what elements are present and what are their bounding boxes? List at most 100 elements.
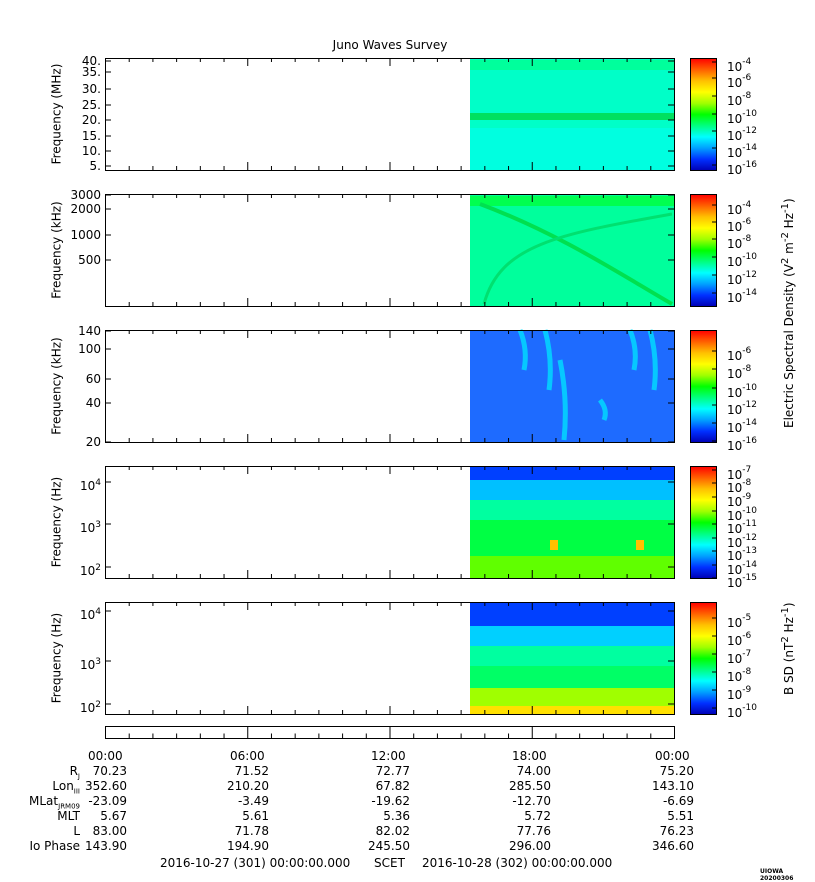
colorbar-tick-label: 10-4 xyxy=(727,57,752,74)
colorbar-tick-label: 10-8 xyxy=(727,667,752,684)
ephemeris-value: 5.72 xyxy=(524,809,551,823)
ephemeris-value: 74.00 xyxy=(516,764,551,778)
colorbar-tick-label: 10-16 xyxy=(727,436,757,453)
y-tick-label: 500 xyxy=(78,253,101,267)
ephemeris-value: -3.49 xyxy=(237,794,269,808)
y-tick-label: 102 xyxy=(79,700,101,715)
ephemeris-row-label: MLatJRM09 xyxy=(29,794,80,811)
ephemeris-value: 67.82 xyxy=(375,779,410,793)
colorbar xyxy=(690,466,717,579)
colorbar-tick-label: 10-10 xyxy=(727,703,757,720)
spectrogram-panel xyxy=(105,602,717,715)
ephemeris-value: 143.10 xyxy=(652,779,694,793)
ephemeris-value: 70.23 xyxy=(92,764,127,778)
colorbar xyxy=(690,602,717,715)
colorbar-tick-label: 10-10 xyxy=(727,506,757,523)
colorbar-tick-label: 10-10 xyxy=(727,109,757,126)
ephemeris-value: 143.90 xyxy=(85,839,127,853)
spectrogram-data xyxy=(470,330,674,442)
spectrogram-panel xyxy=(105,466,717,579)
ephemeris-row-label: LonIII xyxy=(52,779,80,796)
colorbar-tick-label: 10-5 xyxy=(727,613,752,630)
y-tick-label: 1000 xyxy=(70,228,101,242)
colorbar-tick-label: 10-7 xyxy=(727,465,752,482)
ephemeris-value: 352.60 xyxy=(85,779,127,793)
colorbar-tick-label: 10-6 xyxy=(727,73,752,90)
colorbar-tick-label: 10-15 xyxy=(727,573,757,590)
colorbar-tick-label: 10-14 xyxy=(727,288,757,305)
y-tick-label: 10. xyxy=(81,144,101,158)
ephemeris-value: -19.62 xyxy=(371,794,410,808)
y-tick-label: 140 xyxy=(78,324,101,338)
spectrogram-panel xyxy=(105,58,717,171)
y-tick-label: 2000 xyxy=(70,202,101,216)
ephemeris-value: 5.61 xyxy=(242,809,269,823)
ephemeris-value: 210.20 xyxy=(227,779,269,793)
footer-end-time: 2016-10-28 (302) 00:00:00.000 xyxy=(422,856,613,870)
ephemeris-value: -23.09 xyxy=(88,794,127,808)
version-stamp: UIOWA 20200306 xyxy=(760,868,794,882)
y-tick-label: 60 xyxy=(85,372,101,386)
footer-scet-label: SCET xyxy=(374,856,405,870)
y-tick-label: 25. xyxy=(81,98,101,112)
time-tick-label: 06:00 xyxy=(230,749,265,763)
colorbar-tick-label: 10-6 xyxy=(727,346,752,363)
y-tick-label: 104 xyxy=(79,478,101,493)
ephemeris-value: 77.76 xyxy=(516,824,551,838)
colorbar-tick-label: 10-16 xyxy=(727,160,757,177)
colorbar-tick-label: 10-6 xyxy=(727,217,752,234)
colorbar-tick-label: 10-4 xyxy=(727,200,752,217)
ephemeris-value: 285.50 xyxy=(509,779,551,793)
time-tick-label: 00:00 xyxy=(88,749,123,763)
colorbar-tick-label: 10-14 xyxy=(727,560,757,577)
ephemeris-row-label: MLT xyxy=(57,809,80,823)
y-tick-label: 20. xyxy=(81,113,101,127)
colorbar-tick-label: 10-9 xyxy=(727,685,752,702)
ephemeris-row-label: RJ xyxy=(69,764,80,781)
y-tick-label: 40. xyxy=(81,54,101,68)
ephemeris-value: 245.50 xyxy=(368,839,410,853)
y-tick-label: 40 xyxy=(85,396,101,410)
chart-title: Juno Waves Survey xyxy=(332,38,448,52)
ephemeris-value: 5.51 xyxy=(667,809,694,823)
time-tick-label: 00:00 xyxy=(655,749,690,763)
y-tick-label: 104 xyxy=(79,607,101,622)
colorbar-tick-label: 10-13 xyxy=(727,546,757,563)
y-tick-label: 5. xyxy=(89,159,101,173)
ephemeris-value: 71.78 xyxy=(234,824,269,838)
colorbar-tick-label: 10-8 xyxy=(727,478,752,495)
colorbar-tick-label: 10-12 xyxy=(727,270,757,287)
ephemeris-value: 5.36 xyxy=(383,809,410,823)
colorbar xyxy=(690,330,717,443)
colorbar-tick-label: 10-12 xyxy=(727,400,757,417)
y-tick-label: 100 xyxy=(78,342,101,356)
ephemeris-value: 71.52 xyxy=(234,764,269,778)
colorbar-tick-label: 10-14 xyxy=(727,418,757,435)
footer-start-time: 2016-10-27 (301) 00:00:00.000 xyxy=(160,856,351,870)
y-tick-label: 30. xyxy=(81,82,101,96)
y-tick-label: 20 xyxy=(85,435,101,449)
ephemeris-value: 296.00 xyxy=(509,839,551,853)
colorbar-tick-label: 10-8 xyxy=(727,91,752,108)
colorbar-tick-label: 10-9 xyxy=(727,492,752,509)
colorbar-tick-label: 10-14 xyxy=(727,143,757,160)
ephemeris-value: -12.70 xyxy=(512,794,551,808)
colorbar-tick-label: 10-10 xyxy=(727,252,757,269)
colorbar xyxy=(690,194,717,307)
ephemeris-value: 5.67 xyxy=(100,809,127,823)
ephemeris-value: -6.69 xyxy=(662,794,694,808)
colorbar-tick-label: 10-11 xyxy=(727,519,757,536)
ephemeris-value: 346.60 xyxy=(652,839,694,853)
ephemeris-value: 76.23 xyxy=(659,824,694,838)
y-tick-label: 15. xyxy=(81,129,101,143)
ephemeris-row-label: Io Phase xyxy=(29,839,80,853)
colorbar-tick-label: 10-7 xyxy=(727,649,752,666)
colorbar-tick-label: 10-6 xyxy=(727,631,752,648)
y-tick-label: 103 xyxy=(79,657,101,672)
ephemeris-value: 83.00 xyxy=(92,824,127,838)
spectrogram-panel xyxy=(105,194,717,307)
colorbar-tick-label: 10-8 xyxy=(727,234,752,251)
electric-colorbar-label: Electric Spectral Density (V2 m-2 Hz-1) xyxy=(780,198,796,428)
y-tick-label: 102 xyxy=(79,563,101,578)
